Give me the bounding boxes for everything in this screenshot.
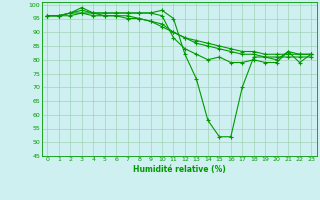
X-axis label: Humidité relative (%): Humidité relative (%) [133, 165, 226, 174]
